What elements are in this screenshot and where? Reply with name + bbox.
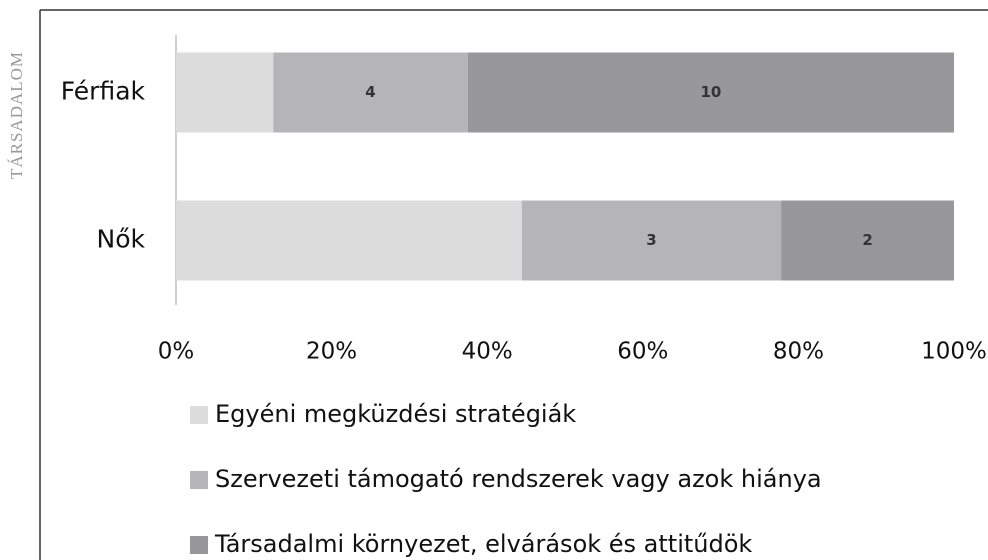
- x-tick-label: 0%: [158, 339, 195, 365]
- bar-segment: [521, 200, 782, 281]
- side-label: TÁRSADALOM: [7, 51, 26, 179]
- legend-label: Szervezeti támogató rendszerek vagy azok…: [215, 465, 822, 493]
- bar-segment: [273, 52, 468, 133]
- legend-swatch: [190, 406, 208, 424]
- x-tick-label: 20%: [306, 339, 357, 365]
- x-tick-label: 80%: [773, 339, 824, 365]
- data-label: 4: [365, 83, 375, 101]
- x-tick-label: 100%: [921, 339, 987, 365]
- bar-segment: [176, 200, 522, 281]
- legend-swatch: [190, 471, 208, 489]
- category-label: Nők: [97, 225, 146, 254]
- data-label: 3: [646, 231, 656, 249]
- bar-segment: [467, 52, 954, 133]
- category-label: Férfiak: [61, 77, 146, 106]
- legend-label: Társadalmi környezet, elvárások és attit…: [214, 530, 752, 558]
- legend-swatch: [190, 536, 208, 554]
- legend-label: Egyéni megküzdési stratégiák: [215, 400, 576, 428]
- x-tick-label: 40%: [462, 339, 513, 365]
- data-label: 2: [862, 231, 872, 249]
- x-tick-label: 60%: [617, 339, 668, 365]
- bar-segment: [176, 52, 274, 133]
- bar-segment: [781, 200, 954, 281]
- data-label: 10: [700, 83, 721, 101]
